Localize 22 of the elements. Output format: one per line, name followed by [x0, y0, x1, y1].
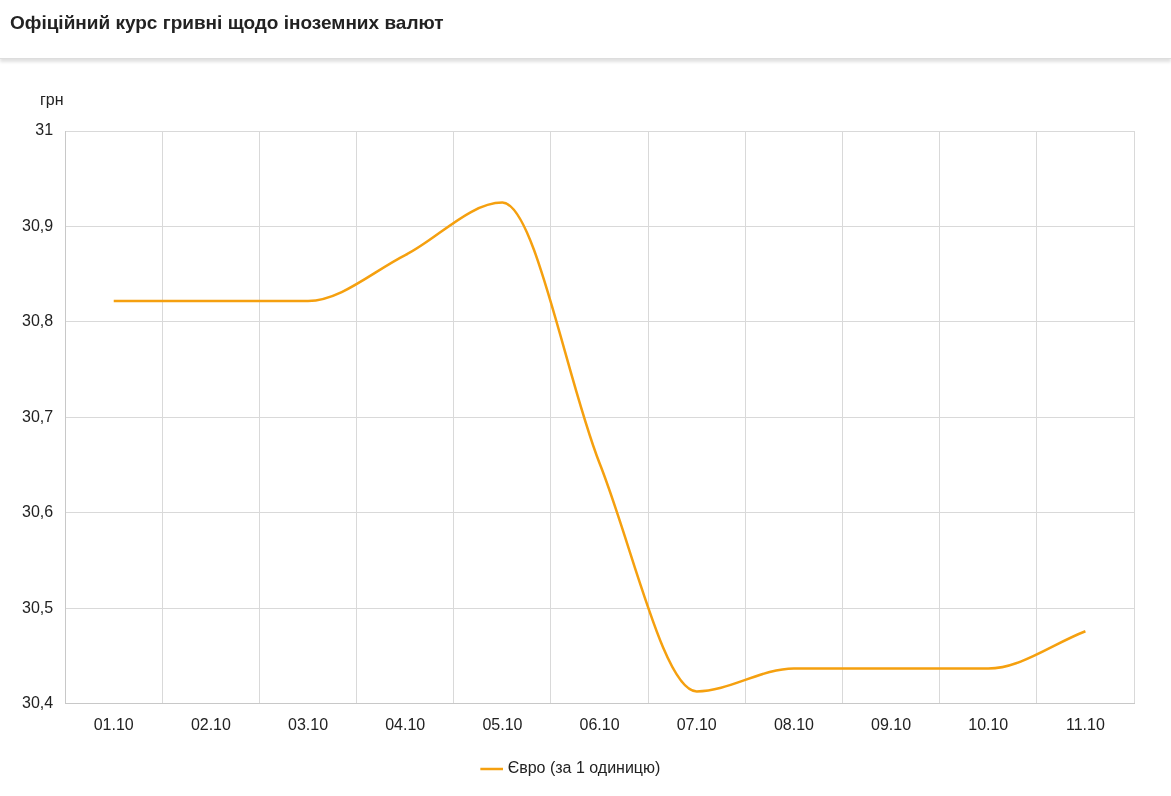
x-tick-label: 05.10 [482, 715, 523, 733]
y-axis-title: грн [40, 91, 64, 109]
x-tick-label: 01.10 [93, 715, 134, 733]
x-tick-label: 04.10 [385, 715, 426, 733]
x-tick-label: 02.10 [190, 715, 232, 733]
x-tick-label: 10.10 [968, 715, 1009, 733]
line-series [112, 201, 1087, 693]
y-tick-label: 30,5 [22, 598, 54, 616]
x-tick-label: 06.10 [579, 715, 620, 733]
x-tick-label: 08.10 [773, 715, 815, 733]
x-tick-label: 07.10 [676, 715, 717, 733]
x-tick-label: 03.10 [288, 715, 329, 733]
y-tick-label: 30,4 [22, 694, 54, 712]
chart-title: Офіційний курс гривні щодо іноземних валют [10, 12, 444, 34]
y-tick-label: 31 [35, 121, 54, 139]
x-tick-label: 09.10 [871, 715, 912, 733]
y-tick-label: 30,7 [22, 407, 54, 425]
y-tick-label: 30,6 [22, 503, 54, 521]
y-tick-label: 30,8 [22, 312, 54, 330]
y-tick-label: 30,9 [22, 216, 54, 234]
legend-label: Євро (за 1 одиницю) [507, 759, 661, 777]
x-tick-label: 11.10 [1065, 715, 1105, 733]
